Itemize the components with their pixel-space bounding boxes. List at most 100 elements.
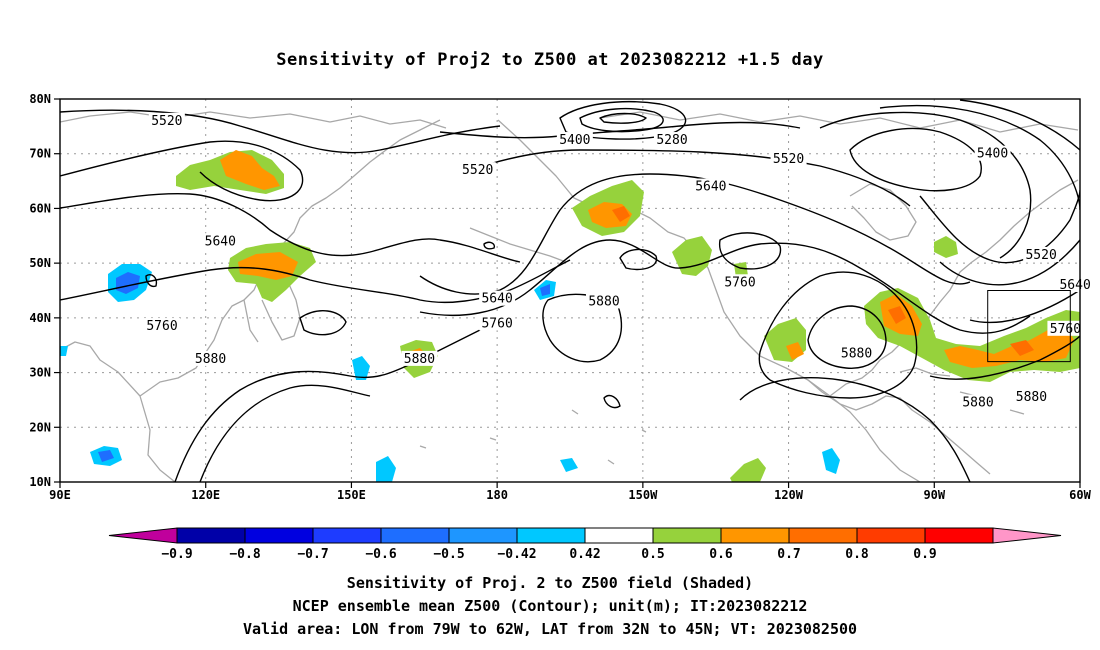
contour-label: 5760: [724, 275, 755, 290]
shade-cyan-small3: [60, 346, 68, 356]
contour-5760-mid: [419, 239, 1031, 334]
contour-label-bg: [202, 233, 239, 249]
contour-label-bg: [1047, 320, 1084, 336]
lon-label: 120W: [774, 488, 804, 502]
contour-label: 5640: [481, 292, 512, 307]
colorbar-label: 0.7: [777, 547, 800, 562]
colorbar-max-arrow: [992, 527, 1062, 544]
shade-green-wa: [734, 262, 748, 278]
colorbar-label: −0.8: [229, 547, 260, 562]
contour-5640-west: [60, 193, 521, 263]
shade-darkorange-atlantic: [1010, 340, 1034, 356]
contour-5520-mid: [469, 149, 911, 207]
coast-arctic-na: [599, 111, 1079, 133]
contour-label-bg: [838, 345, 875, 361]
lat-label: 10N: [29, 475, 51, 489]
caption-line-1: Sensitivity of Proj. 2 to Z500 field (Sh…: [346, 574, 754, 592]
shade-cyan-epac: [822, 448, 840, 474]
valid-area-box: [987, 290, 1071, 363]
contour-label-bg: [770, 151, 807, 167]
contour-5760-west: [60, 259, 571, 304]
colorbar-label: −0.5: [433, 547, 464, 562]
contour-label-bg: [654, 132, 690, 148]
contour-label: 5520: [773, 152, 804, 167]
contour-5640-mid: [419, 173, 971, 295]
contour-5760-east-2: [969, 289, 1080, 324]
colorbar-swatch: [176, 527, 246, 544]
contour-label: 5640: [695, 180, 726, 195]
colorbar-swatch: [244, 527, 314, 544]
colorbar-swatch: [652, 527, 722, 544]
coast-aleutians: [469, 227, 567, 263]
lon-label: 150E: [337, 488, 366, 502]
contour-label-bg: [556, 132, 593, 148]
lat-label: 30N: [29, 366, 51, 380]
contour-5880-na-inner: [807, 305, 887, 369]
contour-label: 5760: [1050, 322, 1081, 337]
contour-label: 5880: [588, 294, 619, 309]
caption-line-3: Valid area: LON from 79W to 62W, LAT fro…: [242, 620, 858, 638]
colorbar-swatch: [856, 527, 926, 544]
contour-5640-east: [879, 104, 1080, 211]
contour-label: 5400: [977, 147, 1008, 162]
contour-label-bg: [974, 145, 1011, 161]
contour-5880-kuroshio: [299, 310, 347, 336]
shade-cyan-wpac: [376, 456, 396, 482]
lat-label: 20N: [29, 420, 51, 434]
coast-alaska: [497, 119, 921, 482]
contour-5880-sub: [739, 377, 971, 482]
lat-label: 80N: [29, 92, 51, 106]
contour-5280-inner: [579, 107, 664, 133]
colorbar-swatch: [788, 527, 858, 544]
contour-label: 5640: [205, 234, 236, 249]
contour-5520-kamchatka: [60, 140, 304, 202]
lon-label: 90E: [49, 488, 71, 502]
colorbar-swatch: [584, 527, 654, 544]
shade-green-bc: [672, 236, 712, 276]
shade-cyan-small2: [596, 76, 604, 82]
caption-line-2: NCEP ensemble mean Z500 (Contour); unit(…: [292, 597, 808, 615]
coast-siberia: [60, 111, 447, 129]
contour-label: 5520: [151, 114, 182, 129]
contour-label: 5400: [559, 133, 590, 148]
contour-5160-inner: [599, 112, 647, 124]
contour-label-bg: [479, 290, 516, 306]
lon-label: 60W: [1069, 488, 1091, 502]
contour-small-loop-3: [145, 274, 158, 288]
contour-label: 5880: [1016, 390, 1047, 405]
contour-5520-east: [819, 111, 1032, 259]
contour-5640-east-2: [939, 239, 1080, 286]
colorbar-swatch: [516, 527, 586, 544]
contour-5520-west: [60, 109, 501, 154]
shade-blue-scs: [98, 450, 114, 462]
contour-label-bg: [459, 162, 496, 178]
shade-orange-atlantic: [944, 326, 1074, 368]
contour-label: 5880: [195, 352, 226, 367]
contour-5400-mid: [439, 121, 801, 139]
colorbar-label: 0.42: [569, 547, 600, 562]
lat-label: 70N: [29, 147, 51, 161]
contour-5640-low-bc2: [718, 232, 782, 270]
contour-label-bg: [144, 318, 180, 334]
shade-blue-china: [116, 272, 140, 294]
plot-title: Sensitivity of Proj2 to Z500 at 20230822…: [276, 50, 824, 70]
longitude-labels: 90E 120E 150E 180 150W 120W 90W 60W: [49, 488, 1091, 502]
contour-label-bg: [722, 274, 758, 290]
contour-small-loop: [603, 394, 621, 409]
coast-islands: [419, 409, 647, 465]
lon-label: 90W: [923, 488, 945, 502]
contour-label-bg: [1013, 389, 1050, 405]
z500-contours: [60, 99, 1080, 482]
colorbar-label: −0.7: [297, 547, 328, 562]
lat-label: 50N: [29, 256, 51, 270]
lat-label: 40N: [29, 311, 51, 325]
contour-label: 5280: [656, 133, 687, 148]
colorbar-label: 0.5: [641, 547, 664, 562]
lat-label: 60N: [29, 201, 51, 215]
colorbar-label: −0.6: [365, 547, 396, 562]
shade-cyan-small1: [560, 458, 578, 472]
contour-label: 5880: [404, 352, 435, 367]
contour-5640-low-bc: [619, 248, 658, 271]
colorbar-min-arrow: [108, 527, 178, 544]
